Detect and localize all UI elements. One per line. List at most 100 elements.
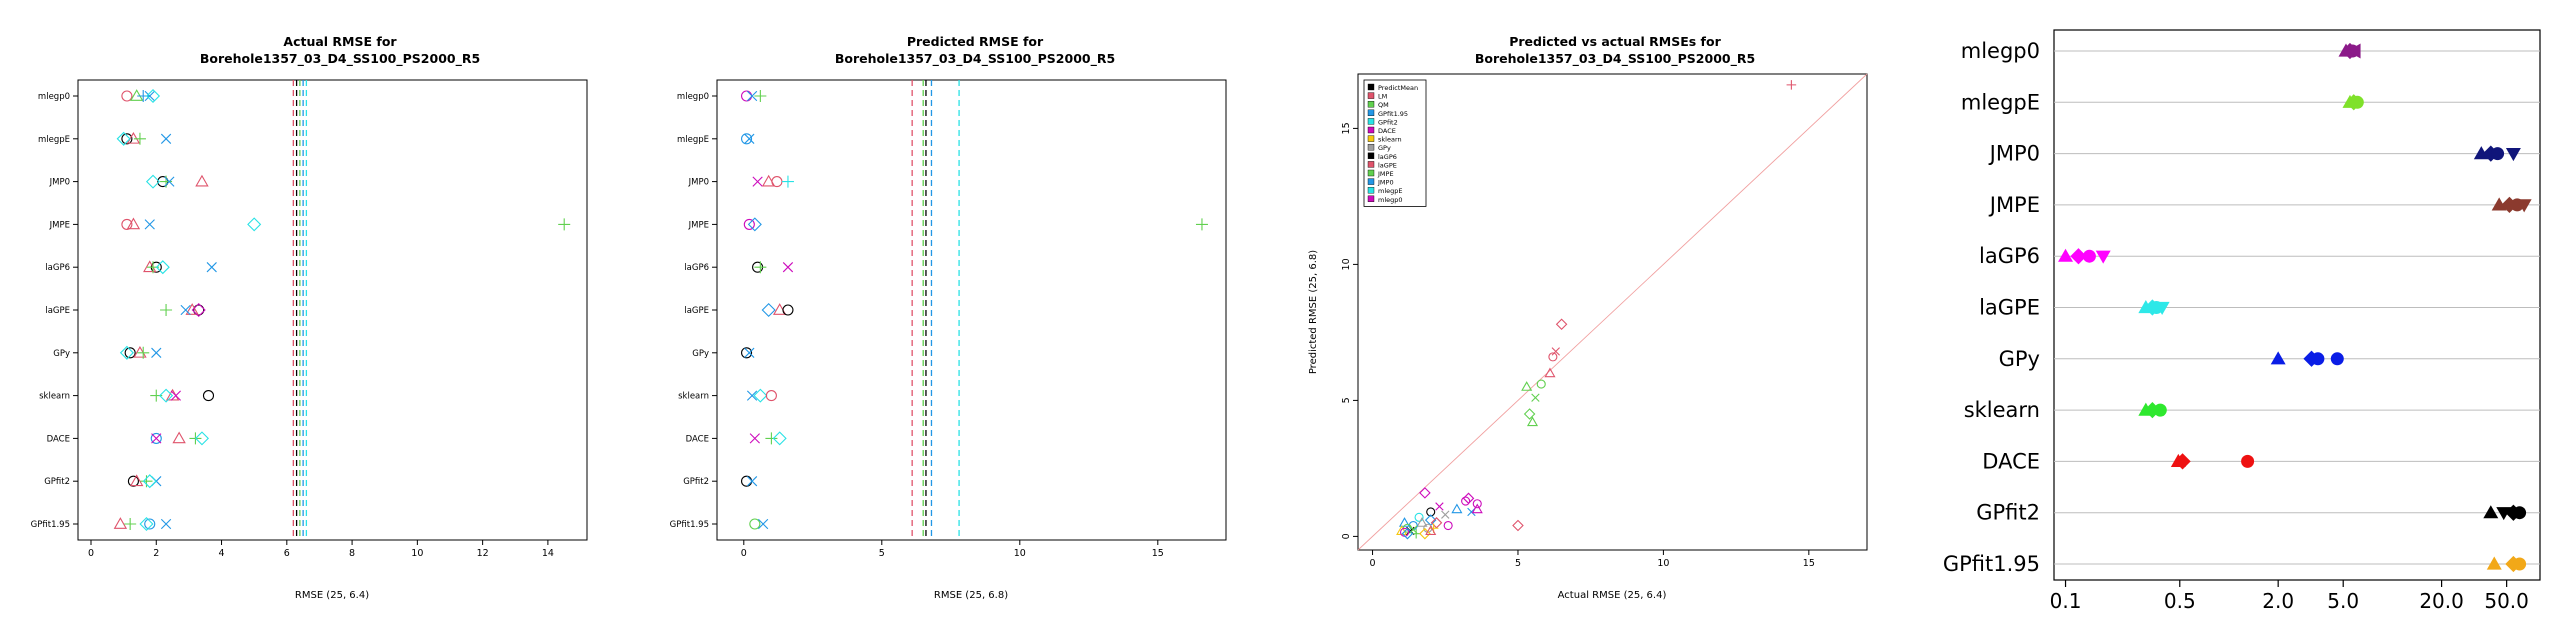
category-label: GPfit2	[1976, 501, 2040, 525]
y-axis-label: Predicted RMSE (25, 6.8)	[1308, 250, 1319, 374]
x-tick-label: 0.1	[2050, 589, 2082, 613]
legend-swatch	[1367, 152, 1375, 160]
data-point-x	[757, 518, 769, 530]
data-point-x	[160, 518, 172, 530]
category-label: JMPE	[49, 220, 70, 230]
data-point-circle	[2330, 352, 2344, 366]
data-point-x	[1551, 347, 1560, 356]
category-label: laGP6	[45, 263, 70, 273]
data-point-plus	[765, 432, 778, 445]
data-point-circle	[2241, 454, 2255, 468]
data-point-x	[782, 262, 794, 273]
data-point-x	[180, 304, 191, 316]
data-point-triangle-left	[2347, 43, 2361, 59]
data-point-circle	[2153, 403, 2167, 417]
data-point-diamond	[194, 431, 209, 446]
chart-title: Predicted RMSE for	[907, 34, 1044, 49]
data-point-triangle-down	[2516, 199, 2532, 213]
legend-swatch	[1367, 118, 1375, 125]
data-point-x	[164, 176, 175, 187]
legend-swatch	[1367, 178, 1375, 185]
data-point-triangle	[126, 217, 141, 230]
data-point-circle	[771, 176, 783, 188]
x-axis-ticks: 0.1 0.5 2.0 5.0 20.0 50.0	[2050, 580, 2529, 613]
legend-swatch	[1367, 186, 1375, 194]
x-tick-label: 15	[1152, 548, 1164, 559]
data-point-plus	[160, 175, 173, 188]
legend-swatch	[1367, 109, 1375, 117]
data-point-x	[752, 176, 763, 187]
data-point-plus	[160, 304, 173, 316]
legend-box	[1363, 79, 1427, 207]
data-point-plus	[140, 475, 153, 488]
category-label: GPfit1.95	[1943, 552, 2040, 576]
x-axis-ticks: 0 2 4 6 8 10 12 14	[88, 540, 554, 559]
data-point-circle	[1461, 496, 1471, 506]
data-point-circle	[1548, 352, 1558, 362]
x-tick-label: 15	[1803, 558, 1815, 569]
data-point-diamond	[753, 388, 768, 403]
data-point-triangle	[1396, 525, 1408, 535]
x-axis-ticks: 0 5 10 15	[741, 540, 1164, 559]
data-point-triangle	[1526, 416, 1539, 427]
y-tick-label: 10	[1341, 258, 1352, 270]
x-tick-label: 4	[219, 548, 225, 559]
data-point-diamond	[1523, 408, 1536, 420]
x-axis-label: Actual RMSE (25, 6.4)	[1558, 590, 1667, 601]
category-label: GPy	[53, 349, 70, 359]
x-tick-label: 0	[1370, 558, 1376, 569]
data-point-plus	[1195, 218, 1208, 231]
x-tick-label: 10	[1657, 558, 1669, 569]
data-point-triangle	[129, 474, 144, 487]
point-group	[741, 90, 1208, 530]
data-point-triangle	[1471, 503, 1483, 514]
data-point-diamond	[1419, 487, 1431, 499]
data-point-circle	[127, 475, 139, 487]
x-tick-label: 0	[88, 548, 94, 559]
plot-frame	[2053, 29, 2541, 581]
category-label: JMPE	[688, 220, 709, 230]
data-point-circle	[749, 518, 761, 530]
category-label: mlegp0	[677, 92, 709, 102]
data-point-x	[1441, 510, 1450, 519]
data-point-diamond	[159, 388, 174, 403]
data-point-circle	[741, 133, 753, 145]
data-point-x	[749, 433, 760, 444]
data-point-triangle	[1398, 517, 1411, 527]
category-label: JMP0	[1988, 142, 2040, 166]
data-point-x	[160, 133, 172, 144]
data-point-x	[746, 90, 758, 102]
data-point-x	[1435, 502, 1444, 511]
data-point-x	[144, 219, 155, 230]
category-label: mlegp0	[38, 92, 70, 102]
legend-entry-label: JMPE	[1377, 170, 1394, 178]
data-point-triangle	[1425, 525, 1437, 535]
data-point-diamond	[139, 516, 154, 532]
category-label: mlegpE	[1961, 90, 2040, 114]
x-tick-label: 2.0	[2262, 589, 2294, 613]
data-point-circle	[743, 218, 755, 230]
data-point-circle	[765, 390, 777, 402]
x-tick-label: 20.0	[2419, 589, 2464, 613]
data-point-diamond	[247, 217, 262, 232]
data-point-circle	[2513, 506, 2527, 520]
data-point-circle	[1426, 507, 1436, 517]
data-point-diamond	[191, 302, 206, 318]
row-gridlines	[2054, 50, 2540, 565]
data-point-diamond	[1419, 527, 1431, 540]
data-point-x	[746, 476, 758, 487]
data-point-triangle	[126, 131, 141, 144]
data-point-triangle	[1544, 367, 1556, 378]
panel-log-rmse: 0.1 0.5 2.0 5.0 20.0 50.0 mlegp0 mlegpE JMP0 JMP…	[1943, 29, 2541, 613]
x-tick-label: 0	[741, 548, 747, 559]
category-label: GPy	[1999, 347, 2040, 371]
data-point-x	[144, 90, 155, 102]
x-tick-label: 50.0	[2484, 589, 2529, 613]
data-point-diamond	[2174, 453, 2191, 470]
data-point-diamond	[1512, 519, 1524, 532]
data-point-circle	[741, 347, 753, 359]
identity-line	[1357, 73, 1868, 551]
x-axis-label: RMSE (25, 6.8)	[934, 590, 1008, 601]
chart-title: Actual RMSE for	[283, 34, 397, 49]
